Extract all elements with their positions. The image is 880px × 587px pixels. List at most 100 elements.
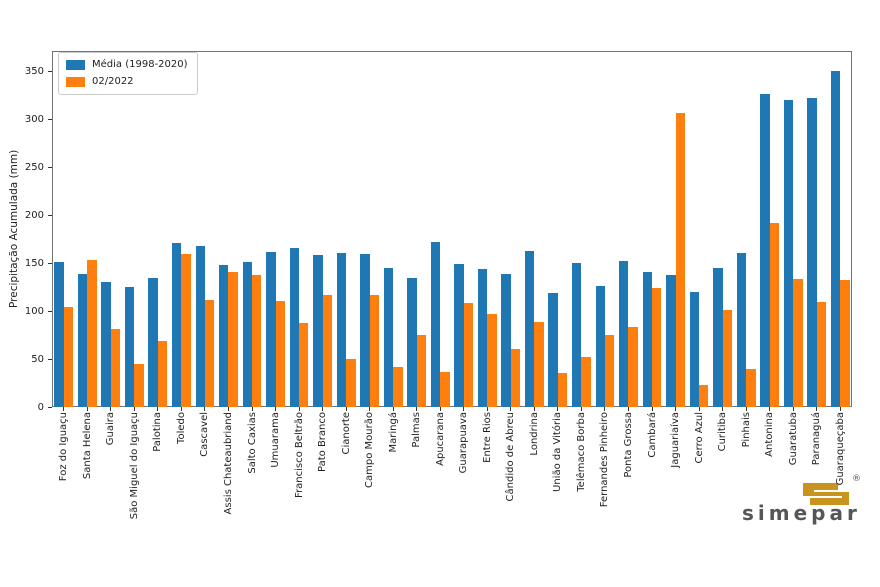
x-tick-label: Paranaguá bbox=[811, 412, 823, 466]
x-tick-label: Cândido de Abreu bbox=[505, 412, 517, 502]
x-tick-label: Foz do Iguaçu bbox=[58, 412, 70, 482]
bar-media bbox=[54, 262, 64, 407]
x-tick-label: Entre Rios bbox=[481, 412, 493, 463]
registered-trademark-icon: ® bbox=[852, 474, 861, 484]
x-axis-tick bbox=[627, 407, 629, 411]
x-axis-tick bbox=[580, 407, 582, 411]
x-axis-tick bbox=[675, 407, 677, 411]
x-axis-tick bbox=[322, 407, 324, 411]
x-axis-tick bbox=[557, 407, 559, 411]
bar-media bbox=[783, 99, 794, 407]
x-axis-tick bbox=[651, 407, 653, 411]
bar-media bbox=[619, 261, 629, 407]
bar-media bbox=[736, 253, 747, 407]
x-axis-tick bbox=[275, 407, 277, 411]
bar-022022 bbox=[275, 301, 285, 407]
bar-022022 bbox=[534, 321, 544, 407]
bar-022022 bbox=[322, 294, 332, 407]
y-tick-label: 0 bbox=[37, 401, 44, 413]
x-axis-tick bbox=[816, 407, 818, 411]
x-tick-label: Cianorte bbox=[340, 412, 352, 455]
x-axis-tick bbox=[204, 407, 206, 411]
bar-media bbox=[77, 273, 88, 407]
x-tick-label: Campo Mourão bbox=[364, 412, 376, 488]
bar-media bbox=[172, 242, 182, 407]
bar-media bbox=[148, 278, 158, 407]
x-tick-label: Antonina bbox=[764, 412, 776, 457]
bar-media bbox=[501, 273, 511, 407]
bar-media bbox=[313, 255, 323, 407]
x-tick-label: São Miguel do Iguaçu bbox=[128, 412, 140, 520]
y-tick-label: 150 bbox=[24, 257, 44, 269]
bar-022022 bbox=[581, 357, 591, 407]
bar-media bbox=[360, 254, 370, 407]
bar-022022 bbox=[769, 222, 780, 407]
x-tick-label: Palmas bbox=[411, 412, 423, 448]
y-axis-tick bbox=[48, 70, 52, 72]
bar-media bbox=[666, 275, 676, 407]
y-tick-label: 50 bbox=[31, 353, 44, 365]
bar-022022 bbox=[840, 280, 850, 407]
x-axis-tick bbox=[227, 407, 229, 411]
bar-022022 bbox=[628, 327, 638, 407]
y-axis-tick bbox=[48, 310, 52, 312]
bar-022022 bbox=[557, 373, 568, 407]
bar-022022 bbox=[746, 368, 756, 407]
bar-022022 bbox=[157, 340, 168, 407]
bar-022022 bbox=[181, 254, 191, 407]
x-tick-label: Curitiba bbox=[717, 412, 729, 452]
x-tick-label: União da Vitória bbox=[552, 412, 564, 492]
bar-media bbox=[101, 282, 111, 407]
x-tick-label: Salto Caxias bbox=[246, 412, 258, 474]
x-axis-tick bbox=[698, 407, 700, 411]
bar-022022 bbox=[110, 329, 121, 407]
y-axis-tick bbox=[48, 166, 52, 168]
bar-022022 bbox=[416, 335, 427, 407]
legend-swatch-media bbox=[66, 60, 85, 70]
x-axis-tick bbox=[298, 407, 300, 411]
x-axis-tick bbox=[463, 407, 465, 411]
legend-label-media: Média (1998-2020) bbox=[92, 59, 188, 70]
x-axis-tick bbox=[745, 407, 747, 411]
bar-media bbox=[548, 292, 558, 407]
x-tick-label: Maringá bbox=[387, 412, 399, 453]
bar-022022 bbox=[346, 359, 356, 407]
y-tick-label: 100 bbox=[24, 305, 44, 317]
x-axis-tick bbox=[110, 407, 112, 411]
y-axis-tick bbox=[48, 118, 52, 120]
x-tick-label: Assis Chateaubriand bbox=[222, 412, 234, 515]
bar-media bbox=[454, 263, 464, 407]
bar-media bbox=[195, 245, 205, 407]
x-tick-label: Apucarana bbox=[434, 412, 446, 466]
bar-022022 bbox=[675, 113, 685, 407]
bar-media bbox=[219, 264, 229, 407]
simepar-logo: ® simepar bbox=[742, 474, 862, 526]
x-tick-label: Guaratuba bbox=[787, 412, 799, 466]
bar-media bbox=[289, 247, 300, 407]
x-tick-label: Palotina bbox=[152, 412, 164, 452]
x-tick-label: Telêmaco Borba bbox=[575, 412, 587, 492]
bar-022022 bbox=[699, 384, 709, 407]
bar-022022 bbox=[63, 307, 74, 407]
bar-media bbox=[830, 71, 841, 407]
bar-media bbox=[807, 97, 817, 407]
x-tick-label: Jaguariaíva bbox=[670, 412, 682, 468]
bar-media bbox=[595, 286, 605, 407]
x-tick-label: Fernandes Pinheiro bbox=[599, 412, 611, 508]
bar-media bbox=[383, 267, 394, 407]
x-tick-label: Cambará bbox=[646, 412, 658, 458]
bar-media bbox=[477, 268, 488, 407]
x-axis-tick bbox=[369, 407, 371, 411]
x-axis-tick bbox=[769, 407, 771, 411]
x-axis-tick bbox=[63, 407, 65, 411]
bar-media bbox=[642, 271, 652, 407]
bar-022022 bbox=[487, 313, 497, 407]
x-tick-label: Guaraqueçaba bbox=[834, 412, 846, 486]
bar-media bbox=[266, 252, 276, 407]
x-tick-label: Pato Branco bbox=[317, 412, 329, 472]
x-tick-label: Ponta Grossa bbox=[622, 412, 634, 478]
x-tick-label: Guarapuava bbox=[458, 412, 470, 474]
bar-022022 bbox=[652, 287, 662, 407]
y-tick-label: 300 bbox=[24, 113, 44, 125]
